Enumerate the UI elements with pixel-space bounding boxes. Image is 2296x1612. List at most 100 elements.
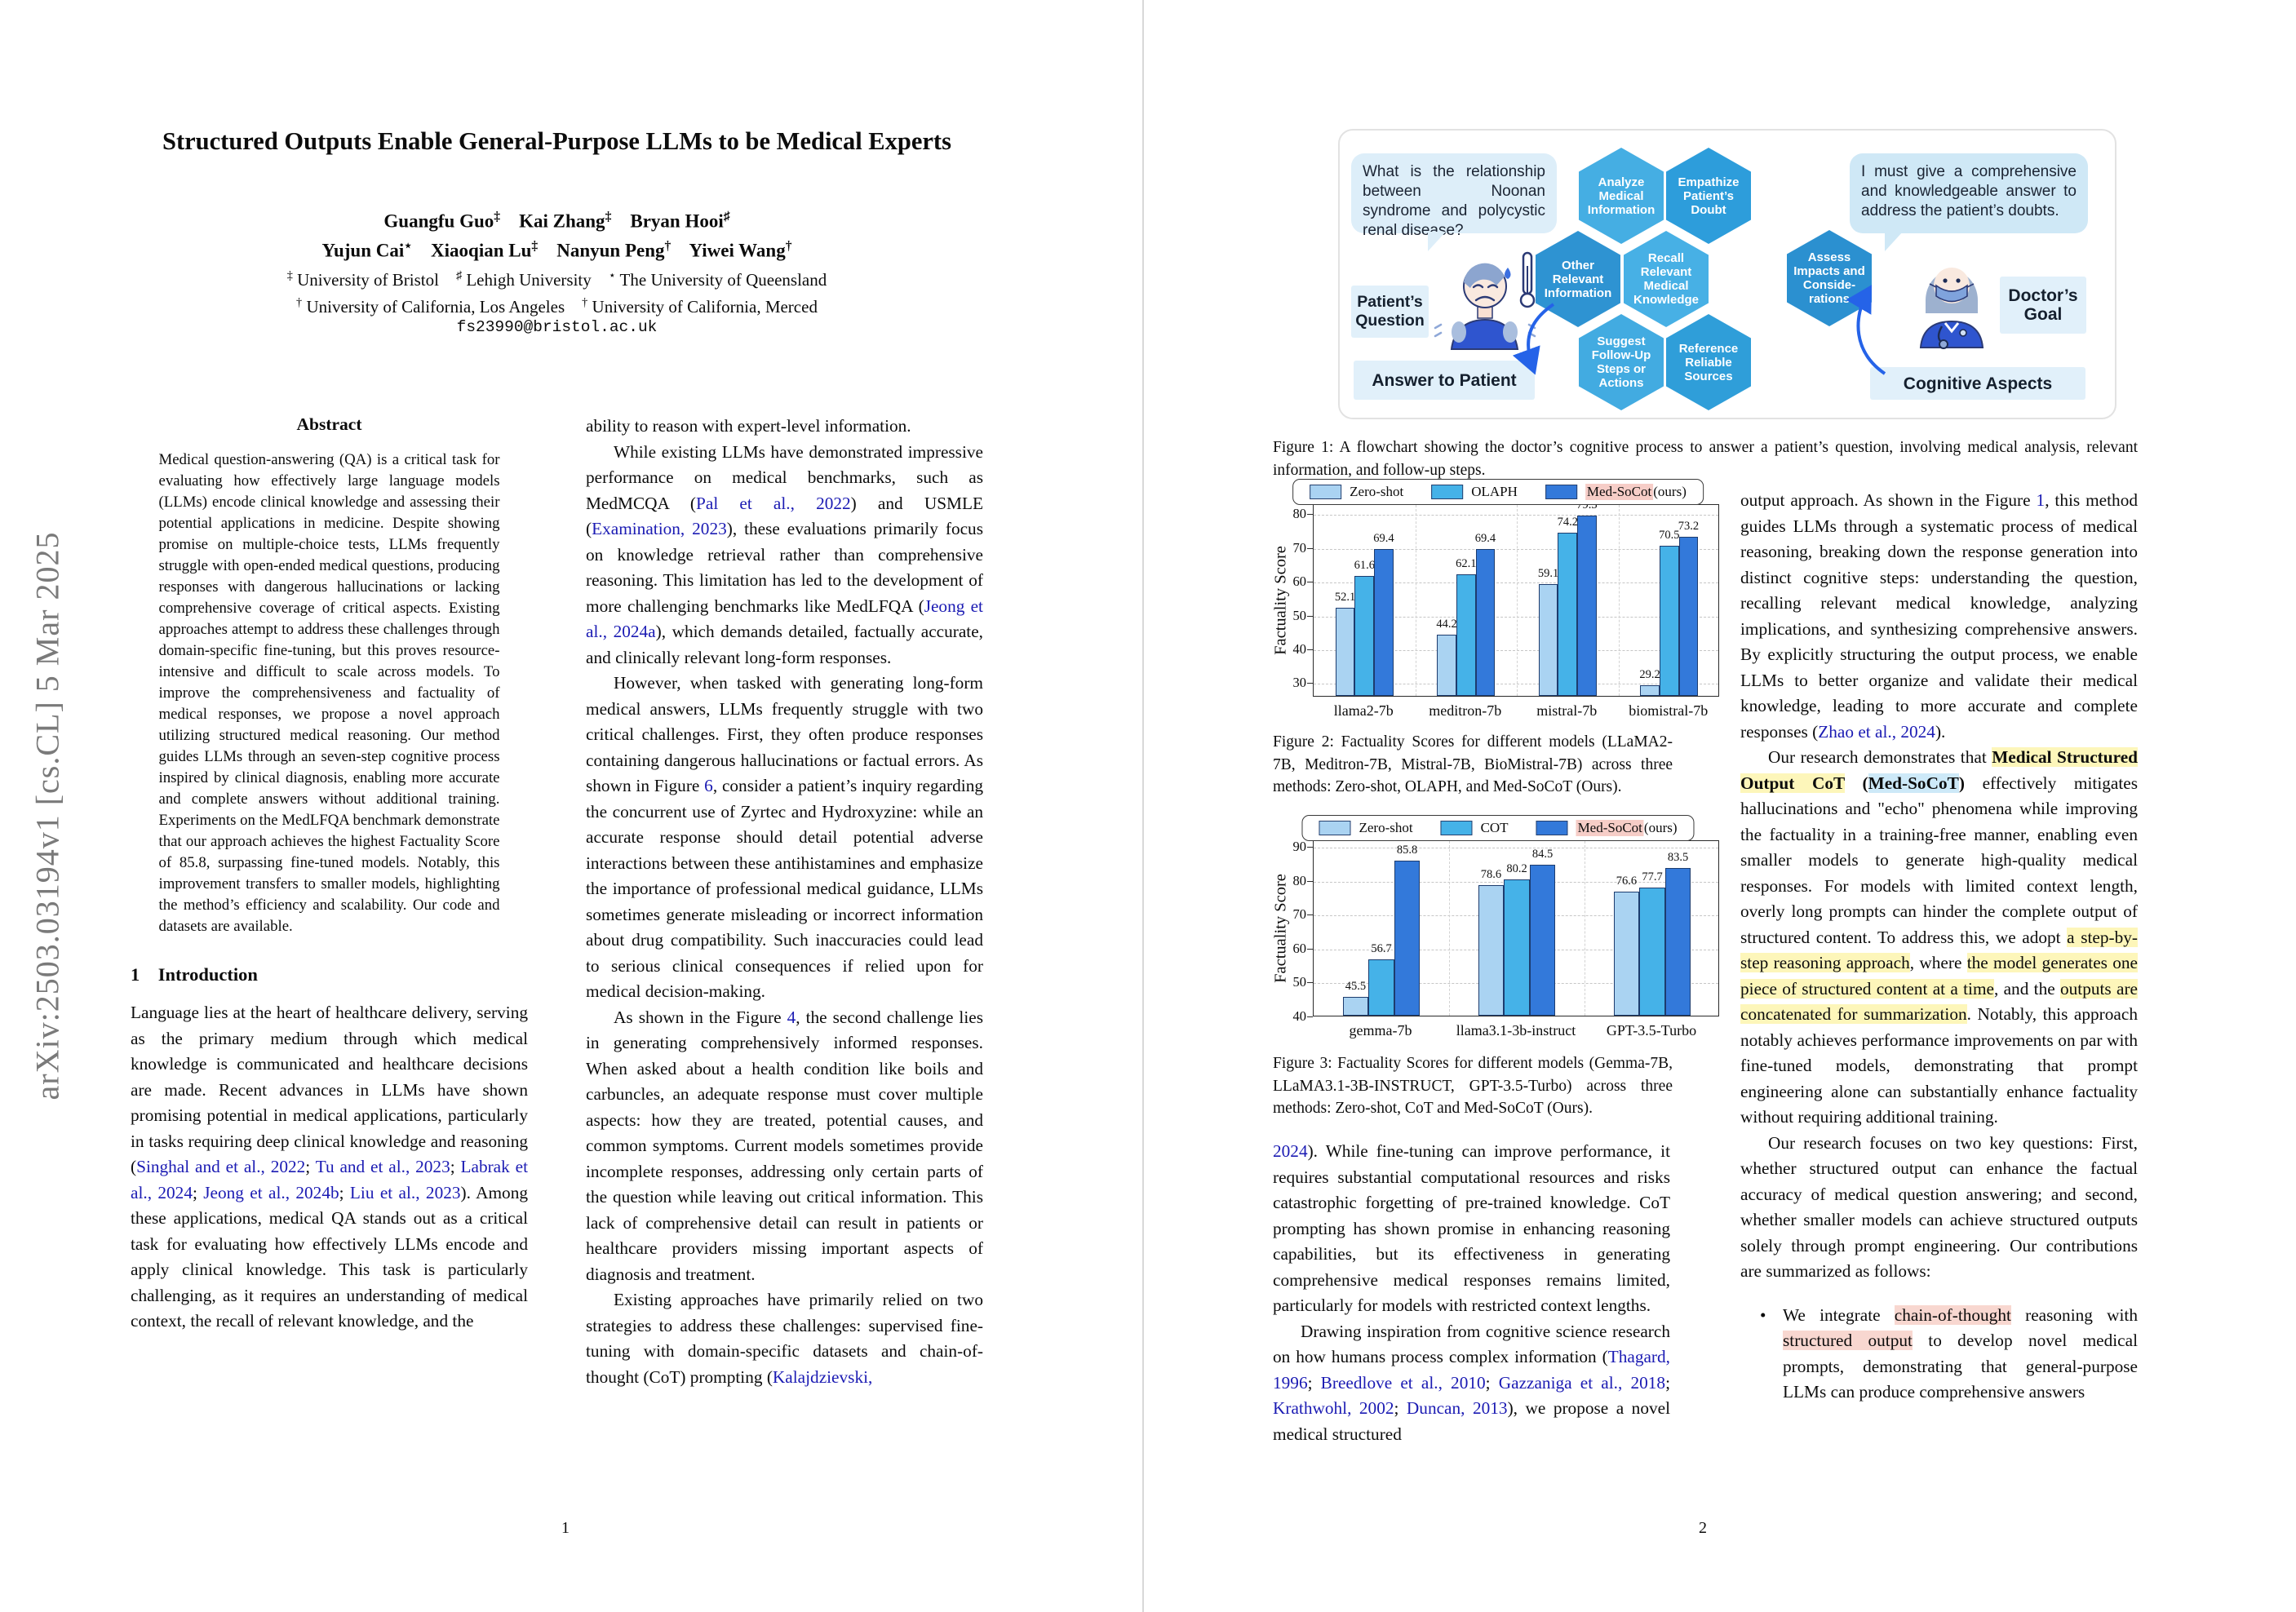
bar-Zero-shot (1640, 684, 1660, 696)
text-segment: ; (1394, 1398, 1407, 1418)
citation-link[interactable]: Kalajdzievski, (772, 1366, 873, 1387)
bullet-text: We integrate chain-of-thought reasoning … (1783, 1304, 2138, 1402)
citation-link[interactable]: Breedlove et al., 2010 (1320, 1372, 1486, 1393)
body-paragraph: Drawing inspiration from cognitive scien… (1273, 1319, 1670, 1448)
text-segment: ; (1665, 1372, 1670, 1393)
answer-to-patient-label: Answer to Patient (1354, 361, 1535, 400)
citation-link[interactable]: Liu et al., 2023 (349, 1182, 461, 1202)
y-axis-label: Factuality Score (1271, 546, 1290, 655)
citation-link[interactable]: Gazzaniga et al., 2018 (1498, 1372, 1666, 1393)
text-segment: Our research demonstrates that (1768, 747, 1992, 767)
citation-link[interactable]: 4 (787, 1007, 796, 1027)
text-segment: University of California, Merced (587, 297, 818, 317)
bar-value-label: 74.2 (1557, 516, 1578, 529)
bar-Med-SoCot (1475, 549, 1496, 696)
bar-value-label: 84.5 (1531, 848, 1554, 861)
legend-item: OLAPH (1431, 484, 1518, 500)
arxiv-watermark: arXiv:2503.03194v1 [cs.CL] 5 Mar 2025 (29, 531, 66, 1100)
citation-link[interactable]: Examination, 2023 (592, 519, 727, 538)
x-tick-label: gemma-7b (1349, 1022, 1412, 1038)
text-segment: ). (1935, 721, 1946, 742)
y-tick-label: 40 (1292, 1008, 1307, 1024)
body-paragraph: Our research focuses on two key question… (1740, 1131, 2138, 1285)
text-segment: , and the (1993, 978, 2060, 999)
text-segment: ‡ (494, 210, 501, 224)
body-paragraph: Our research demonstrates that Medical S… (1740, 745, 2138, 1131)
page-number-2: 2 (1699, 1519, 1707, 1537)
y-tick-label: 50 (1292, 974, 1307, 990)
text-segment: ; (1307, 1372, 1321, 1393)
x-tick-label: llama2-7b (1333, 702, 1394, 719)
citation-link[interactable]: Duncan, 2013 (1406, 1398, 1508, 1418)
y-tick-label: 60 (1292, 574, 1307, 590)
text-segment: ‡ (605, 210, 612, 224)
cognitive-step-hexagon: Assess Impacts and Conside-rations (1787, 230, 1872, 326)
body-paragraph: output approach. As shown in the Figure … (1740, 488, 2138, 745)
bar-value-label: 78.6 (1480, 867, 1502, 881)
citation-link[interactable]: Labrak et al., 2024 (131, 1157, 529, 1202)
page1-column-1: Abstract Medical question-answering (QA)… (131, 412, 528, 1335)
cognitive-step-hexagon: Other Relevant Information (1536, 231, 1620, 327)
y-tick-label: 80 (1292, 506, 1307, 522)
text-segment: ). Among these applications, medical QA … (131, 1182, 528, 1331)
citation-link[interactable]: Tu and et al., 2023 (315, 1157, 450, 1176)
text-segment: Nanyun Peng (556, 240, 665, 261)
citation-link[interactable]: Singhal and et al., 2022 (136, 1157, 306, 1176)
patient-question-bubble: What is the relationship between Noonan … (1351, 153, 1557, 239)
citation-link[interactable]: Krathwohl, 2002 (1273, 1398, 1394, 1418)
text-segment: ♯ (723, 210, 730, 224)
cognitive-step-hexagon: Reference Reliable Sources (1666, 314, 1751, 410)
legend-swatch (1319, 821, 1351, 835)
citation-link[interactable]: Thagard, 1996 (1273, 1347, 1670, 1393)
text-segment: University of California, Los Angeles (302, 297, 583, 317)
text-segment: effectively mitigates hallucinations and… (1740, 773, 2138, 947)
y-tick-label: 70 (1292, 539, 1307, 556)
intro-paragraph-1: Language lies at the heart of healthcare… (131, 1000, 528, 1335)
chart-legend: Zero-shot OLAPH Med-SoCot (ours) (1292, 479, 1704, 505)
bar-value-label: 70.5 (1659, 528, 1680, 542)
x-tick-label: llama3.1-3b-instruct (1456, 1022, 1576, 1038)
text-segment: ). While fine-tuning can improve perform… (1273, 1141, 1670, 1315)
text-segment: ; (339, 1182, 350, 1202)
text-segment: Med-SoCoT (1868, 773, 1959, 793)
text-segment: ‡ (531, 239, 539, 253)
text-segment: ; (192, 1182, 204, 1202)
plot-area: 52.1 61.6 69.4 44.2 62.1 69.4 59.1 74.2 79.3 29.2… (1313, 498, 1719, 697)
cognitive-step-hexagon: Recall Relevant Medical Knowledge (1624, 231, 1709, 327)
text-segment: † (296, 296, 303, 309)
text-segment: Language lies at the heart of healthcare… (131, 1003, 528, 1176)
contact-email[interactable]: fs23990@bristol.ac.uk (456, 318, 658, 336)
legend-swatch (1310, 485, 1342, 499)
y-tick-label: 60 (1292, 940, 1307, 956)
text-segment: , where (1909, 953, 1967, 972)
citation-link[interactable]: Zhao et al., 2024 (1818, 721, 1935, 742)
legend-item: Zero-shot (1310, 484, 1403, 500)
page1-column-2: ability to reason with expert-level info… (586, 414, 983, 1390)
text-segment: ; (1485, 1372, 1499, 1393)
citation-link[interactable]: 2024 (1273, 1141, 1308, 1161)
citation-link[interactable]: Jeong et al., 2024b (203, 1182, 339, 1202)
bar-value-label: 69.4 (1474, 532, 1496, 546)
text-segment: output approach. As shown in the Figure (1740, 490, 2037, 510)
citation-link[interactable]: 6 (704, 776, 713, 795)
citation-link[interactable]: 1 (2036, 490, 2046, 510)
body-paragraph: Existing approaches have primarily relie… (586, 1287, 983, 1390)
bar-value-label: 85.8 (1396, 843, 1418, 857)
bar-OLAPH (1354, 575, 1375, 696)
text-segment: ), which demands detailed, factually acc… (586, 622, 984, 667)
figure2-caption: Figure 2: Factuality Scores for differen… (1273, 733, 1673, 795)
text-segment: ; (450, 1157, 461, 1176)
text-segment: chain-of-thought (1894, 1304, 2011, 1325)
citation-link[interactable]: Jeong et al., 2024a (586, 596, 983, 642)
text-segment: . Notably, this approach notably achieve… (1740, 1004, 2138, 1127)
bar-value-label: 52.1 (1334, 590, 1356, 604)
figure3-chart: 45.5 56.7 85.8 78.6 80.2 84.5 76.6 77.7 83.5 40 50… (1270, 815, 1726, 1041)
plot-area: 45.5 56.7 85.8 78.6 80.2 84.5 76.6 77.7 83.5 (1313, 840, 1719, 1016)
doctor-goal-label: Doctor’s Goal (2000, 277, 2086, 334)
y-tick-label: 50 (1292, 607, 1307, 623)
bar-value-label: 73.2 (1678, 519, 1700, 533)
citation-link[interactable]: Pal et al., 2022 (696, 493, 851, 513)
text-segment: The University of Queensland (615, 270, 827, 290)
text-segment: ), these evaluations primarily focus on … (586, 519, 983, 616)
bar-value-label: 59.1 (1537, 566, 1559, 580)
